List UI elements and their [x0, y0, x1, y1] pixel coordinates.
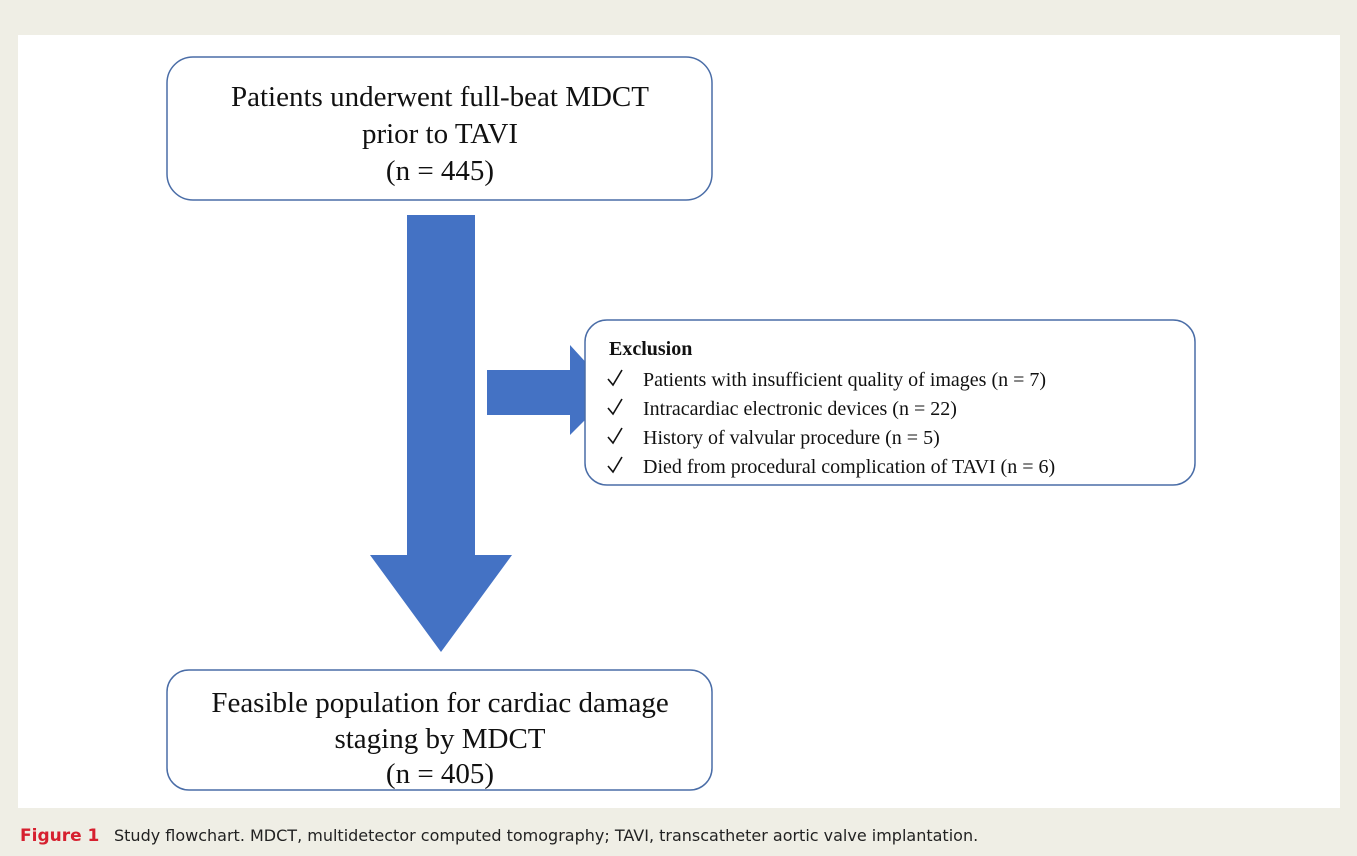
box-text: Patients underwent full-beat MDCT: [231, 81, 649, 113]
exclusion-item: Intracardiac electronic devices (n = 22): [643, 398, 957, 420]
exclusion-item: History of valvular procedure (n = 5): [643, 427, 940, 449]
result-box: [166, 669, 713, 791]
exclusion-box: [584, 319, 1196, 486]
box-text: (n = 445): [386, 155, 494, 187]
exclusion-title: Exclusion: [609, 338, 692, 360]
box-text: prior to TAVI: [362, 118, 518, 150]
box-text: staging by MDCT: [334, 723, 545, 755]
check-marks: [607, 369, 623, 474]
start-box: [166, 56, 713, 201]
exclusion-item: Patients with insufficient quality of im…: [643, 369, 1046, 391]
exclusion-item: Died from procedural complication of TAV…: [643, 456, 1055, 478]
caption-text: Study flowchart. MDCT, multidetector com…: [114, 826, 978, 845]
box-text: (n = 405): [386, 758, 494, 790]
caption-label: Figure 1: [20, 826, 99, 846]
box-text: Feasible population for cardiac damage: [211, 687, 668, 719]
down-arrow: [370, 215, 512, 652]
right-arrow: [487, 345, 613, 435]
